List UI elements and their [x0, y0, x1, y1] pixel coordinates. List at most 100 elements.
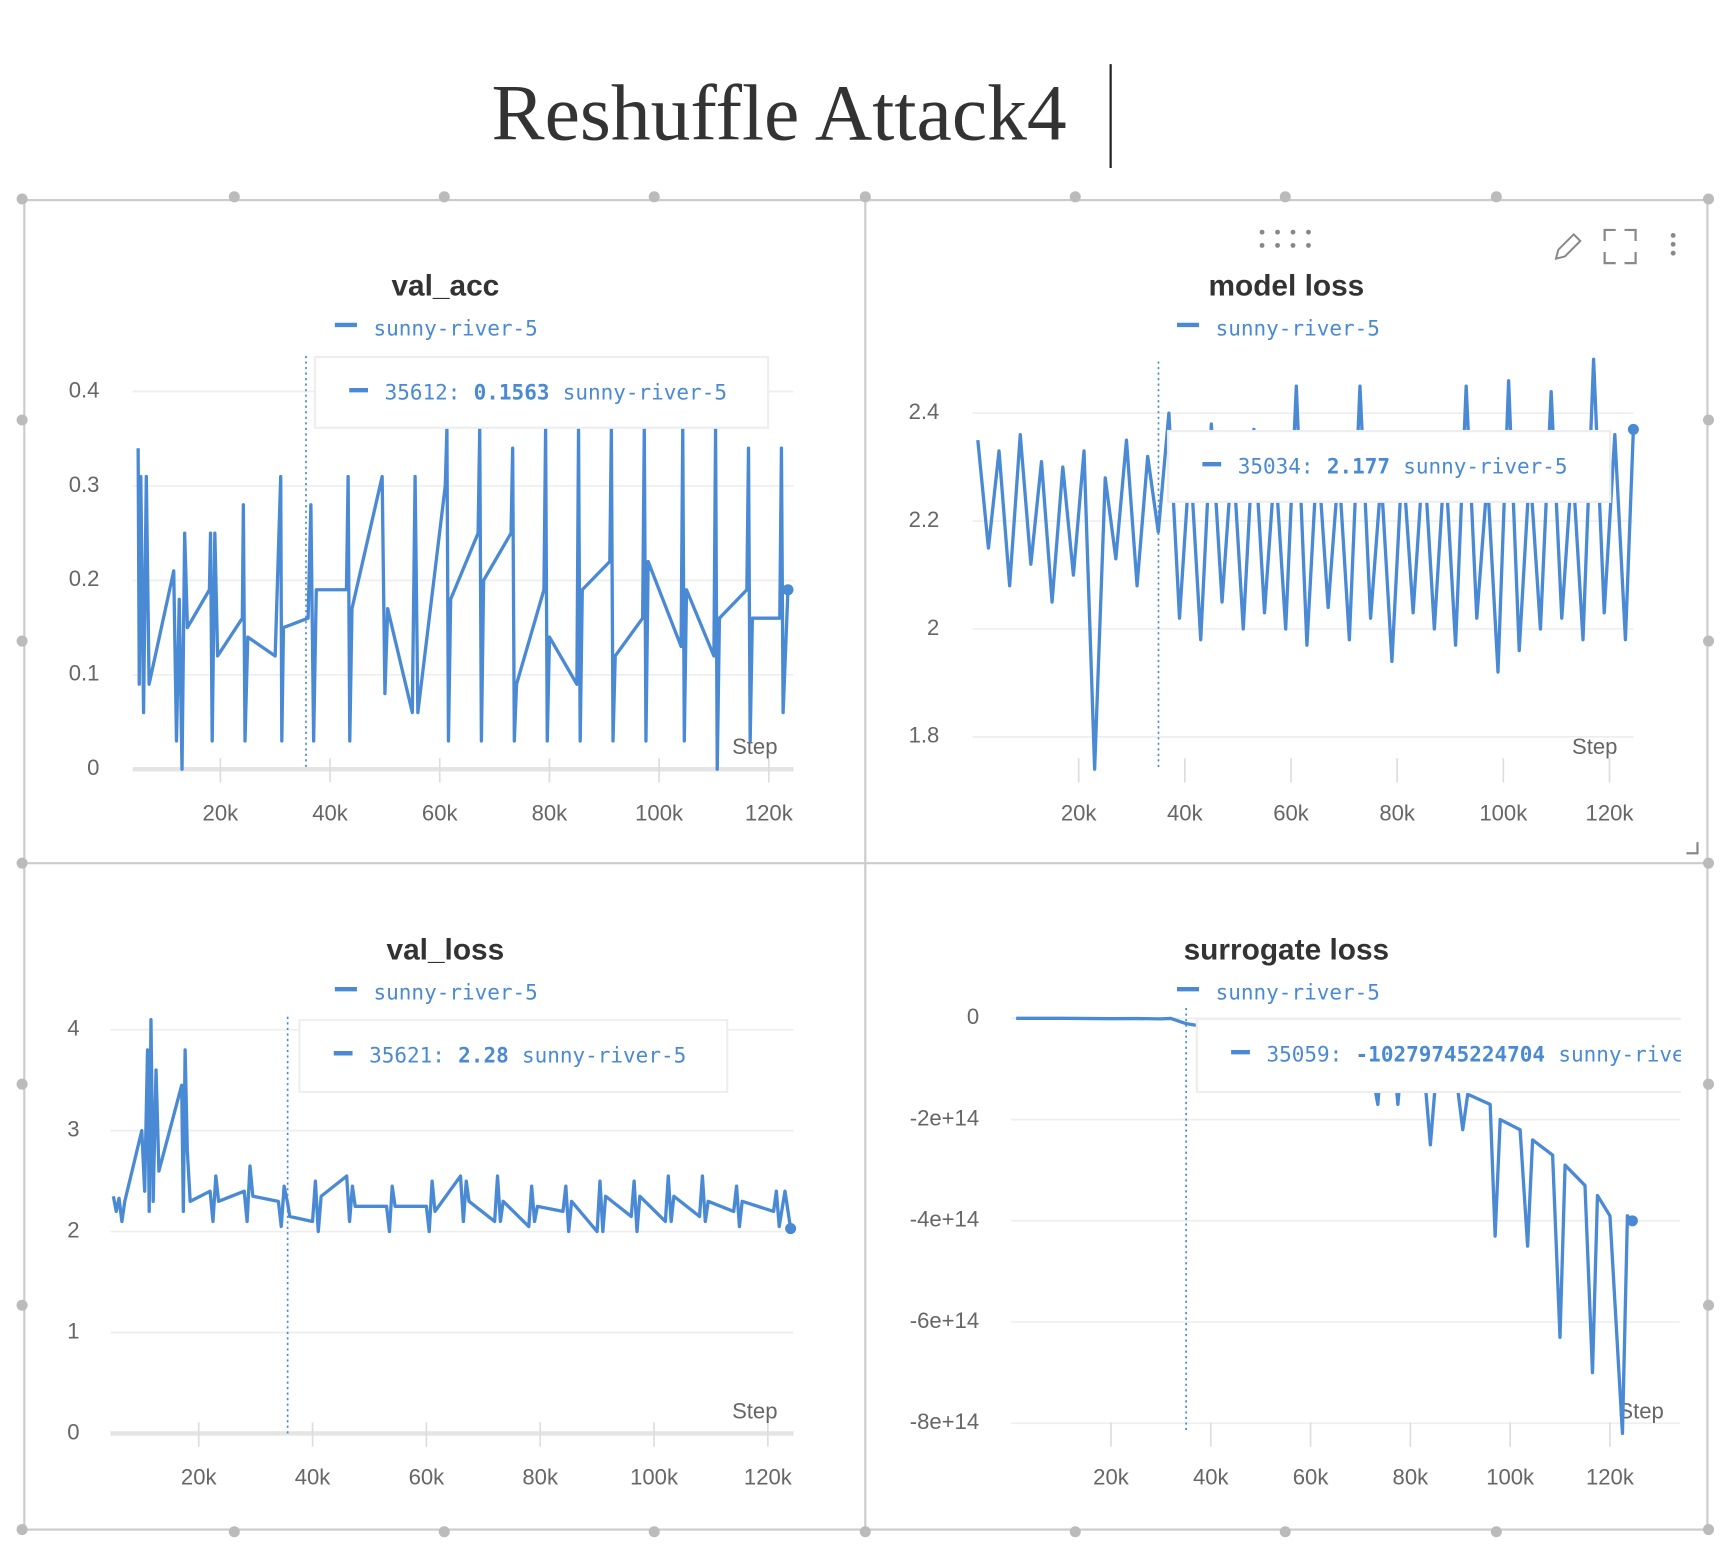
tooltip-step: 35612: [385, 380, 461, 404]
chart-title: surrogate loss [1184, 933, 1390, 966]
end-point [1627, 423, 1639, 435]
y-tick-label: 0 [87, 755, 99, 780]
chart-panel: surrogate loss 0 -2e+14 -4e+14 -6e+14 -8e+14 2… [910, 933, 1722, 1490]
x-axis-label: Step [1618, 1398, 1663, 1423]
x-tick-label: 40k [1193, 1465, 1230, 1490]
x-tick-label: 40k [1167, 800, 1204, 825]
end-point [782, 584, 794, 596]
tooltip: 35621: 2.28 sunny-river-5 [298, 1018, 729, 1094]
drag-handle[interactable] [1259, 229, 1311, 248]
tooltip-series: sunny-river-5 [1558, 1042, 1722, 1066]
panel-toolbar[interactable] [1259, 228, 1699, 855]
tooltip-text: 35059: -10279745224704 sunny-river-5 [1266, 1042, 1722, 1066]
x-tick-label: 120k [1586, 800, 1635, 825]
fullscreen-icon[interactable] [1603, 228, 1637, 265]
tooltip-text: 35621: 2.28 sunny-river-5 [369, 1044, 686, 1068]
x-tick-label: 20k [203, 800, 240, 825]
resize-corner[interactable] [1686, 842, 1699, 855]
resize-handles[interactable] [16, 191, 1715, 1538]
tooltip-box [313, 355, 770, 429]
tooltip-step: 35034: [1238, 455, 1314, 479]
chart-panel: val_acc 0 0.1 0.2 0.3 0.4 20k 40k 60k 80k 100k 120k… [69, 269, 794, 825]
chart-title: model loss [1208, 269, 1364, 302]
x-axis-label: Step [732, 734, 777, 759]
legend-label: sunny-river-5 [374, 981, 538, 1005]
tooltip-box [298, 1018, 729, 1094]
x-tick-label: 20k [181, 1465, 218, 1490]
x-tick-label: 60k [409, 1465, 446, 1490]
x-tick-label: 40k [295, 1465, 332, 1490]
x-tick-label: 20k [1093, 1465, 1130, 1490]
series-line [111, 1018, 793, 1234]
tooltip-series: sunny-river-5 [563, 380, 727, 404]
x-tick-label: 60k [1273, 800, 1310, 825]
y-tick-label: 3 [67, 1116, 79, 1141]
edit-icon[interactable] [1554, 232, 1582, 261]
tooltip-value: 2.28 [458, 1044, 509, 1068]
tooltip-value: 0.1563 [474, 380, 550, 404]
chart-panel: val_loss 0 1 2 3 4 20k 40k 60k 80k 100k 120k Step sun… [67, 933, 797, 1490]
chart-title: val_acc [391, 269, 499, 302]
y-tick-label: 1 [67, 1318, 79, 1343]
panel-grid [23, 198, 1709, 1531]
legend-label: sunny-river-5 [1216, 981, 1380, 1005]
x-tick-label: 100k [635, 800, 684, 825]
x-axis-label: Step [1572, 734, 1617, 759]
tooltip-value: 2.177 [1327, 455, 1390, 479]
x-tick-label: 120k [1586, 1465, 1635, 1490]
chart-panel: model loss 1.8 2 2.2 2.4 20k 40k 60k 80k 100k 120k… [909, 269, 1639, 825]
tooltip: 35059: -10279745224704 sunny-river-5 [1195, 1017, 1722, 1094]
x-tick-label: 40k [312, 800, 349, 825]
y-tick-label: -8e+14 [910, 1409, 979, 1434]
y-tick-label: 0 [967, 1004, 979, 1029]
tooltip-step: 35059: [1266, 1042, 1342, 1066]
y-tick-label: -2e+14 [910, 1105, 979, 1130]
x-tick-label: 80k [522, 1465, 559, 1490]
tooltip-series: sunny-river-5 [522, 1044, 686, 1068]
tooltip-series: sunny-river-5 [1403, 455, 1567, 479]
y-tick-label: 4 [67, 1016, 79, 1041]
end-point [785, 1223, 797, 1235]
menu-icon[interactable] [1670, 233, 1676, 256]
y-tick-label: 2 [927, 615, 939, 640]
tooltip-text: 35612: 0.1563 sunny-river-5 [385, 380, 727, 404]
y-tick-label: 0.4 [69, 377, 100, 402]
y-tick-label: -4e+14 [910, 1207, 979, 1232]
y-tick-label: 2.2 [909, 507, 940, 532]
end-point [1626, 1215, 1638, 1227]
tooltip-box [1195, 1017, 1681, 1094]
tooltip: 35612: 0.1563 sunny-river-5 [313, 355, 770, 429]
x-tick-label: 100k [1486, 1465, 1535, 1490]
x-tick-label: 60k [1293, 1465, 1330, 1490]
y-tick-label: 0.1 [69, 661, 100, 686]
tooltip-step: 35621: [369, 1044, 445, 1068]
x-axis-label: Step [732, 1398, 777, 1423]
y-tick-label: 2 [67, 1217, 79, 1242]
x-tick-label: 80k [1393, 1465, 1430, 1490]
series-line [136, 427, 790, 771]
x-tick-label: 80k [1379, 800, 1416, 825]
x-tick-label: 100k [630, 1465, 679, 1490]
tooltip: 35034: 2.177 sunny-river-5 [1167, 429, 1612, 503]
tooltip-value: -10279745224704 [1356, 1042, 1546, 1066]
x-tick-label: 100k [1479, 800, 1528, 825]
page-title[interactable]: Reshuffle Attack4 [492, 69, 1067, 157]
x-tick-label: 80k [532, 800, 569, 825]
x-tick-label: 120k [745, 800, 794, 825]
y-tick-label: 0.2 [69, 566, 100, 591]
y-tick-label: 1.8 [909, 723, 940, 748]
series-line [976, 357, 1636, 771]
legend-label: sunny-river-5 [1216, 316, 1380, 340]
x-tick-label: 20k [1061, 800, 1098, 825]
y-tick-label: 0 [67, 1419, 79, 1444]
chart-title: val_loss [386, 933, 504, 966]
tooltip-box [1167, 429, 1612, 503]
y-tick-label: 2.4 [909, 399, 940, 424]
x-tick-label: 120k [744, 1465, 793, 1490]
y-tick-label: -6e+14 [910, 1308, 979, 1333]
tooltip-text: 35034: 2.177 sunny-river-5 [1238, 455, 1568, 479]
y-tick-label: 0.3 [69, 472, 100, 497]
legend-label: sunny-river-5 [374, 316, 538, 340]
